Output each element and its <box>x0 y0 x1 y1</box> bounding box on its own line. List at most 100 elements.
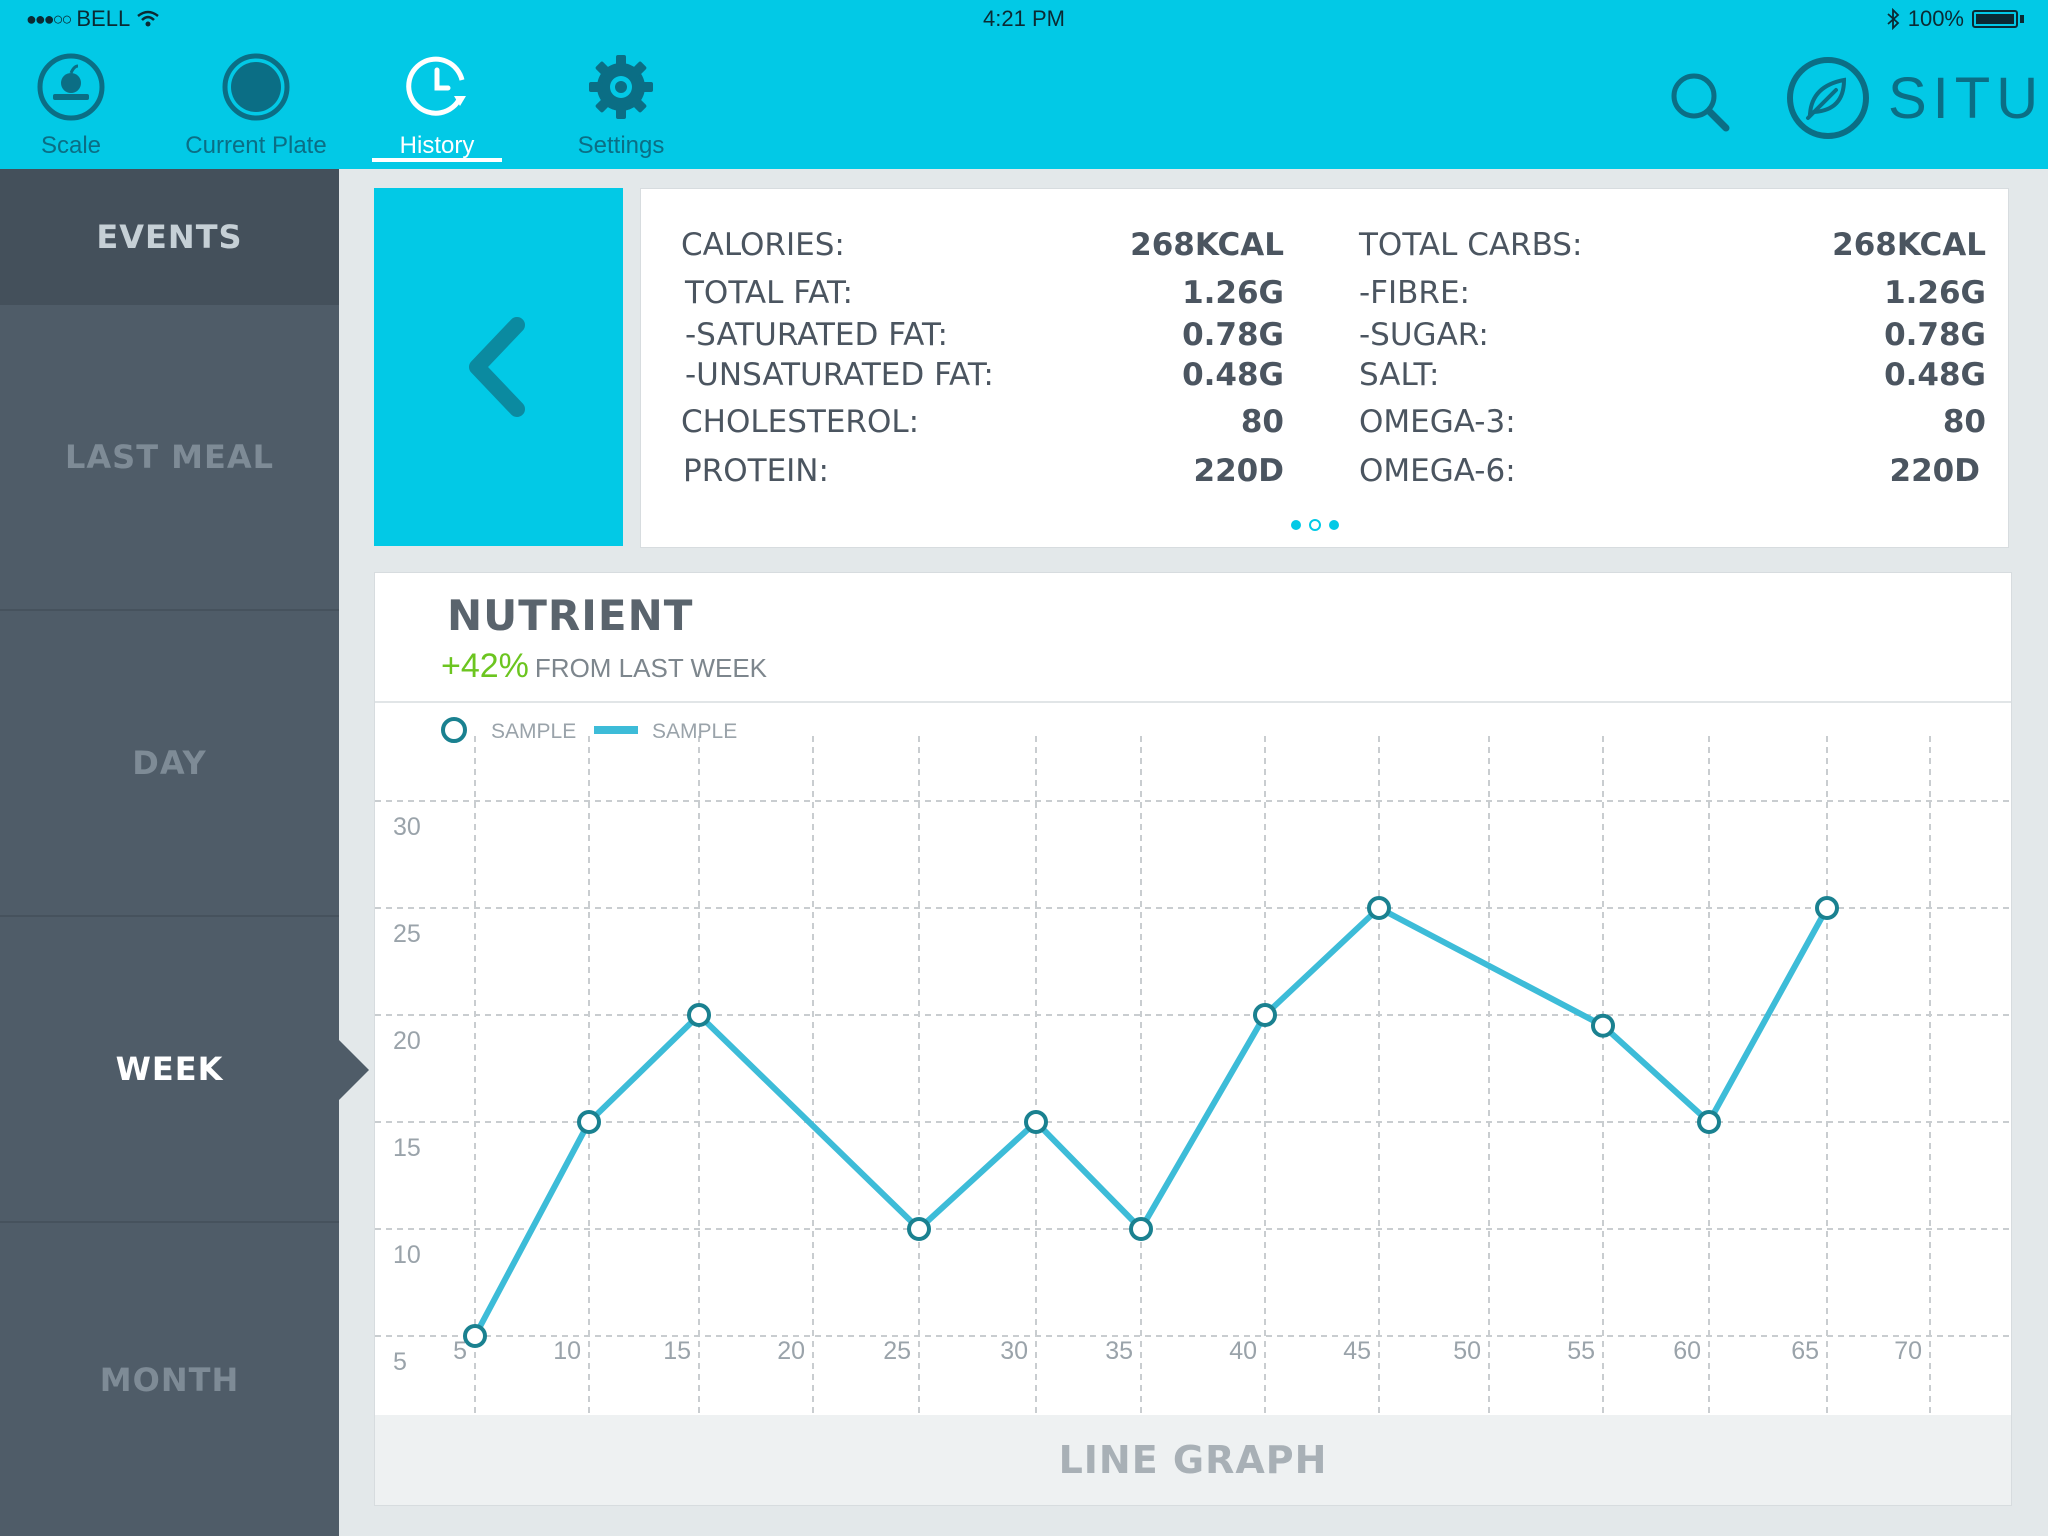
wifi-icon <box>137 10 159 27</box>
nutrient-value: 268KCAL <box>1832 227 1986 263</box>
x-tick-label: 25 <box>883 1337 911 1365</box>
nutrient-label: TOTAL CARBS: <box>1359 227 1583 263</box>
nutrient-value: 80 <box>1942 404 1986 440</box>
nutrient-label: OMEGA-3: <box>1359 404 1516 440</box>
nutrient-label: SALT: <box>1359 357 1440 393</box>
sidebar-item-events[interactable]: EVENTS <box>0 169 339 305</box>
chart-header-divider <box>375 701 2011 703</box>
change-text: FROM LAST WEEK <box>534 653 768 683</box>
nav-label-history: History <box>399 132 475 159</box>
page-dot[interactable] <box>1291 520 1301 530</box>
x-tick-label: 70 <box>1894 1337 1922 1365</box>
status-carrier: ●●●○○ BELL <box>26 6 160 32</box>
chart-title: NUTRIENT <box>447 591 694 640</box>
logo-text: SITU <box>1888 65 2045 131</box>
data-point <box>1129 1217 1153 1241</box>
y-tick-label: 15 <box>393 1134 421 1162</box>
nutrient-value: 0.78G <box>1182 317 1284 353</box>
legend-label: SAMPLE <box>652 720 737 743</box>
page-indicator[interactable] <box>1291 519 1339 531</box>
nav-history[interactable]: History <box>390 52 484 160</box>
sidebar-item-day[interactable]: DAY <box>0 611 339 917</box>
x-tick-label: 30 <box>1000 1337 1028 1365</box>
nutrient-label: -SATURATED FAT: <box>685 317 948 353</box>
y-tick-label: 20 <box>393 1027 421 1055</box>
nutrient-value: 268KCAL <box>1130 227 1284 263</box>
status-right: 100% <box>1886 6 2024 32</box>
nav-current-plate[interactable]: Current Plate <box>184 52 328 160</box>
data-point <box>1253 1003 1277 1027</box>
legend-marker-circle <box>441 717 467 743</box>
battery-percent: 100% <box>1907 6 1964 31</box>
nutrient-label: CHOLESTEROL: <box>681 404 920 440</box>
battery-tip <box>2020 15 2024 23</box>
chevron-left-icon <box>468 317 525 417</box>
nutrient-label: TOTAL FAT: <box>685 275 853 311</box>
data-point <box>1815 896 1839 920</box>
chart-change-summary: +42% FROM LAST WEEK <box>441 647 767 686</box>
sidebar: EVENTS LAST MEAL DAY WEEK MONTH <box>0 169 339 1536</box>
x-tick-label: 40 <box>1229 1337 1257 1365</box>
nutrition-summary-card: CALORIES: 268KCAL TOTAL FAT: 1.26G -SATU… <box>640 188 2009 548</box>
nutrient-label: -FIBRE: <box>1359 275 1470 311</box>
y-tick-label: 25 <box>393 920 421 948</box>
carrier-name: BELL <box>76 6 131 31</box>
y-tick-label: 30 <box>393 813 421 841</box>
x-tick-label: 55 <box>1567 1337 1595 1365</box>
sidebar-item-month[interactable]: MONTH <box>99 1360 240 1399</box>
nutrient-value: 220D <box>1889 453 1980 489</box>
battery-icon <box>1972 10 2018 28</box>
nutrient-label: PROTEIN: <box>683 453 829 489</box>
line-chart: 5 10 15 20 25 30 5 10 15 20 25 30 35 40 45 50 55 60 65 70 SA… <box>375 717 2011 1417</box>
nutrient-chart-card: NUTRIENT +42% FROM LAST WEEK 5 10 15 20 25 30 5… <box>374 572 2012 1506</box>
data-point <box>1024 1110 1048 1134</box>
legend-label: SAMPLE <box>491 720 576 743</box>
nutrient-value: 220D <box>1193 453 1284 489</box>
nav-label-scale: Scale <box>40 132 102 159</box>
gear-icon <box>589 55 653 119</box>
nutrient-label: -SUGAR: <box>1359 317 1489 353</box>
legend-marker-line <box>594 726 638 734</box>
nutrient-value: 0.48G <box>1182 357 1284 393</box>
nav-label-current-plate: Current Plate <box>185 132 327 159</box>
nutrient-value: 0.78G <box>1884 317 1986 353</box>
nutrient-label: CALORIES: <box>681 227 845 263</box>
data-point <box>1367 896 1391 920</box>
top-bar: ●●●○○ BELL 4:21 PM 100% Scale Current <box>0 0 2048 169</box>
nutrient-value: 80 <box>1240 404 1284 440</box>
data-point <box>907 1217 931 1241</box>
signal-strength: ●●●○○ <box>26 8 72 29</box>
nutrient-value: 0.48G <box>1884 357 1986 393</box>
leaf-icon <box>1787 57 1869 139</box>
search-button[interactable] <box>1668 70 1732 134</box>
data-point <box>687 1003 711 1027</box>
data-point <box>463 1324 487 1348</box>
nutrient-value: 1.26G <box>1884 275 1986 311</box>
x-tick-label: 5 <box>453 1337 467 1365</box>
data-point <box>1697 1110 1721 1134</box>
nav-label-settings: Settings <box>577 132 665 159</box>
nav-scale[interactable]: Scale <box>34 52 108 160</box>
page-dot[interactable] <box>1329 520 1339 530</box>
page-dot-current[interactable] <box>1309 519 1321 531</box>
clock-history-icon <box>406 56 466 116</box>
x-tick-label: 35 <box>1105 1337 1133 1365</box>
situ-logo: SITU <box>1786 56 2044 140</box>
apple-scale-icon <box>37 53 105 121</box>
plate-icon <box>222 53 290 121</box>
x-tick-label: 15 <box>663 1337 691 1365</box>
back-button[interactable] <box>374 188 623 546</box>
x-tick-label: 20 <box>777 1337 805 1365</box>
x-tick-label: 45 <box>1343 1337 1371 1365</box>
nutrient-value: 1.26G <box>1182 275 1284 311</box>
data-point <box>1591 1013 1615 1038</box>
sidebar-item-week[interactable]: WEEK <box>0 917 339 1223</box>
status-time: 4:21 PM <box>983 6 1065 31</box>
nutrient-label: OMEGA-6: <box>1359 453 1516 489</box>
nav-settings[interactable]: Settings <box>574 52 668 160</box>
sidebar-item-last-meal[interactable]: LAST MEAL <box>0 305 339 611</box>
nutrient-label: -UNSATURATED FAT: <box>685 357 994 393</box>
y-tick-label: 5 <box>393 1348 407 1376</box>
change-percent: +42% <box>441 647 529 685</box>
data-point <box>577 1110 601 1134</box>
